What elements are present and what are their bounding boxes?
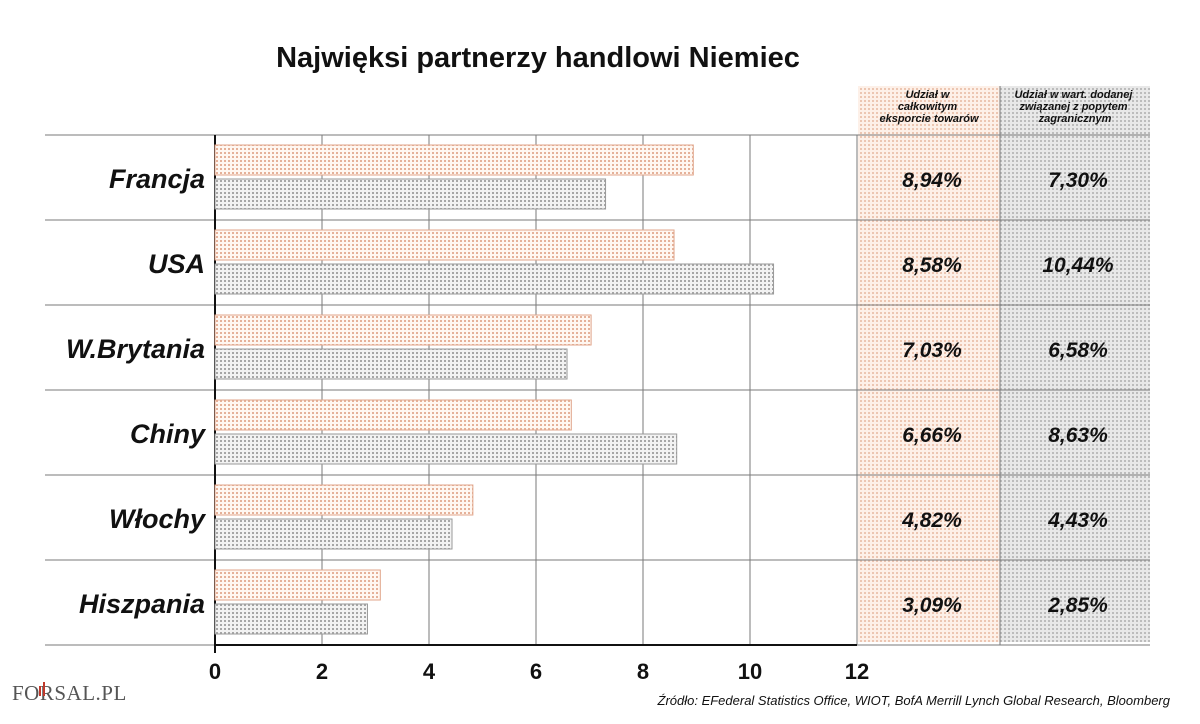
bar-value-added-5: [214, 603, 368, 635]
table-column-export-bg: [858, 86, 1000, 642]
chart-bars: [214, 144, 775, 635]
table-header-export: Udział w całkowitym eksporcie towarów: [879, 89, 979, 125]
export-share-value: 3,09%: [902, 594, 962, 617]
x-tick-label: 2: [316, 659, 328, 684]
category-label: Chiny: [130, 419, 207, 449]
bar-value-added-1: [214, 263, 775, 295]
export-share-value: 6,66%: [902, 424, 962, 447]
bar-value-added-3: [214, 433, 678, 465]
x-tick-label: 12: [845, 659, 869, 684]
bar-export-4: [214, 484, 474, 516]
category-label: Francja: [109, 164, 205, 194]
value-added-share-value: 2,85%: [1047, 594, 1108, 617]
source-note: Źródło: EFederal Statistics Office, WIOT…: [657, 693, 1171, 708]
x-tick-label: 10: [738, 659, 762, 684]
bar-export-2: [214, 314, 592, 346]
category-label: USA: [148, 249, 205, 279]
category-label: Włochy: [109, 504, 207, 534]
x-axis-ticks: 0 2 4 6 8 10 12: [209, 659, 869, 684]
logo-text: FORSAL.PL: [12, 681, 127, 705]
export-share-value: 8,58%: [902, 254, 962, 277]
category-label: W.Brytania: [66, 334, 205, 364]
category-label: Hiszpania: [79, 589, 205, 619]
bar-value-added-0: [214, 178, 607, 210]
value-added-share-value: 4,43%: [1047, 509, 1108, 532]
bar-export-1: [214, 229, 675, 261]
bar-value-added-4: [214, 518, 453, 550]
x-tick-label: 8: [637, 659, 649, 684]
value-added-share-value: 8,63%: [1048, 424, 1108, 447]
value-added-share-value: 7,30%: [1048, 169, 1108, 192]
table-values: 8,94% 8,58% 7,03% 6,66% 4,82% 3,09% 7,30% 10,44…: [901, 169, 1114, 617]
export-share-value: 8,94%: [902, 169, 962, 192]
chart-grid: [45, 86, 1150, 653]
logo-bar-icon: [43, 682, 45, 696]
bar-value-added-2: [214, 348, 568, 380]
export-share-value: 4,82%: [901, 509, 962, 532]
bar-export-3: [214, 399, 572, 431]
value-added-share-value: 10,44%: [1042, 254, 1114, 277]
forsal-logo: FORSAL.PL: [12, 681, 127, 705]
export-share-value: 7,03%: [902, 339, 962, 362]
logo-bar-icon: [39, 686, 41, 696]
x-tick-label: 6: [530, 659, 542, 684]
category-labels: Francja USA W.Brytania Chiny Włochy Hiszpania: [66, 164, 207, 619]
table-header-value-added: Udział w wart. dodanej związanej z popyt…: [1014, 89, 1135, 125]
bar-export-5: [214, 569, 381, 601]
x-tick-label: 0: [209, 659, 221, 684]
chart-title: Najwięksi partnerzy handlowi Niemiec: [276, 42, 800, 74]
value-added-share-value: 6,58%: [1048, 339, 1108, 362]
x-tick-label: 4: [423, 659, 436, 684]
table-column-value-added-bg: [1000, 86, 1150, 642]
bar-export-0: [214, 144, 694, 176]
